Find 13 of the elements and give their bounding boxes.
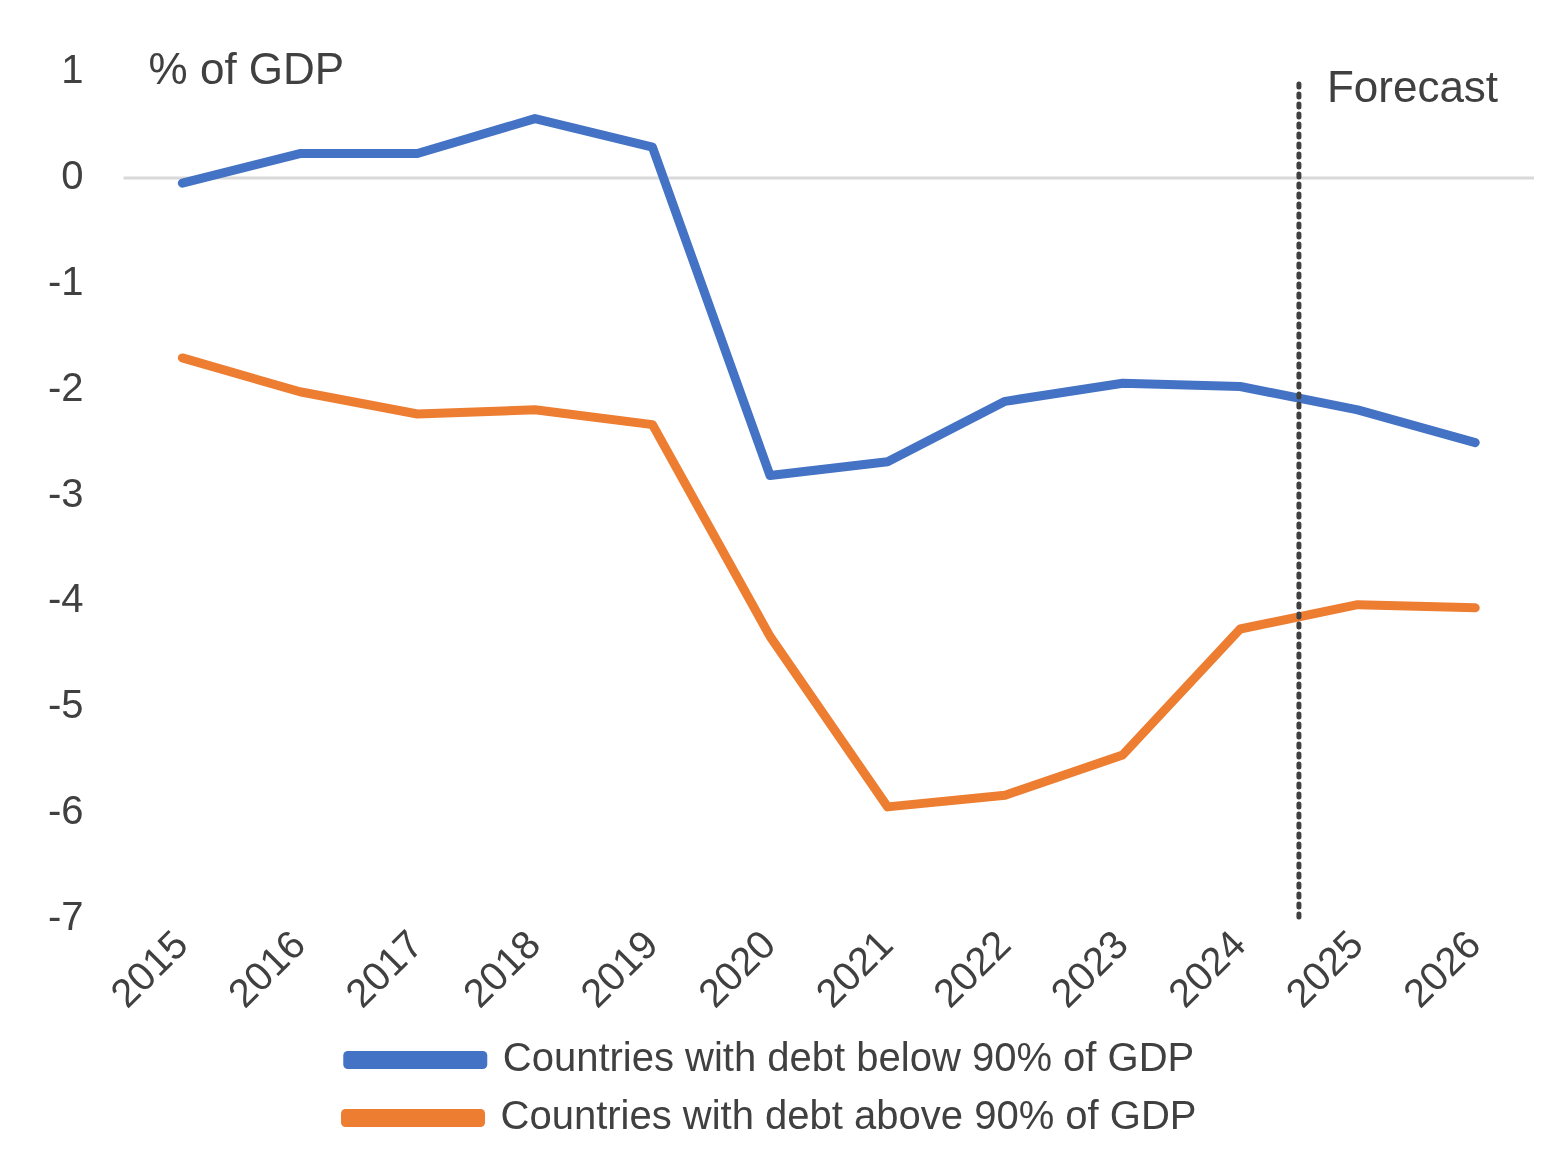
y-tick-label: 0 xyxy=(61,152,84,197)
y-tick-label: -4 xyxy=(47,576,84,621)
y-tick-label: -1 xyxy=(47,258,84,303)
legend-label: Countries with debt below 90% of GDP xyxy=(502,1035,1195,1080)
ref-line-label: Forecast xyxy=(1326,62,1499,112)
y-tick-label: -2 xyxy=(47,364,84,409)
y-tick-label: -3 xyxy=(47,470,84,515)
y-tick-label: -5 xyxy=(47,682,84,727)
y-tick-label: 1 xyxy=(61,47,84,92)
y-tick-label: -6 xyxy=(47,788,84,833)
y-tick-label: -7 xyxy=(47,894,84,939)
legend-label: Countries with debt above 90% of GDP xyxy=(500,1093,1197,1138)
y-axis-title: % of GDP xyxy=(148,44,345,94)
